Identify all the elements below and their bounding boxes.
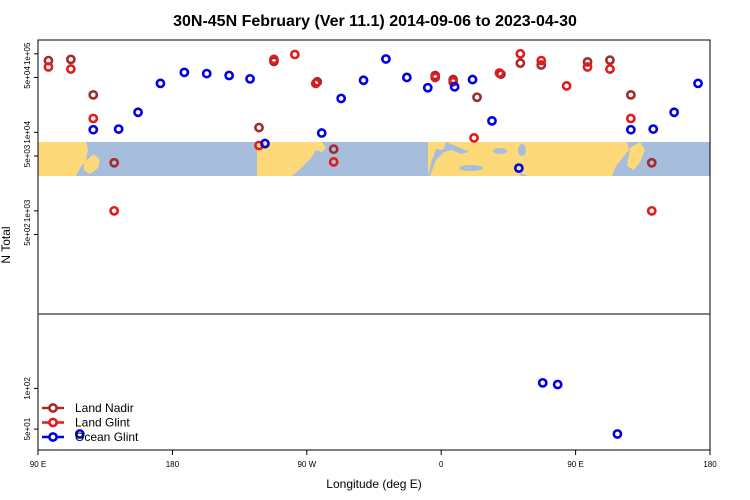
- land-glint-point: [310, 78, 321, 89]
- land-glint-point: [494, 68, 505, 78]
- x-tick-label: 0: [439, 460, 444, 469]
- y-tick-label: 5e+03: [23, 144, 32, 167]
- land-glint-point: [646, 205, 657, 216]
- upper-panel-points: [43, 48, 703, 216]
- ocean-glint-point: [316, 128, 327, 138]
- ocean-glint-point: [401, 72, 412, 83]
- x-tick-label: 90 W: [297, 460, 316, 469]
- plot-frame: [37, 39, 711, 451]
- mediterranean-sea: [459, 165, 483, 171]
- land-glint-point: [328, 157, 339, 167]
- land-nadir-point: [88, 89, 99, 100]
- world-map-band: [38, 142, 710, 176]
- y-tick-label: 1e+03: [23, 199, 32, 222]
- y-tick-label: 1e+05: [23, 42, 32, 65]
- ocean-glint-point: [513, 163, 524, 174]
- land-nadir-point: [582, 56, 593, 67]
- ocean-glint-point: [381, 54, 391, 64]
- land-glint-point: [582, 62, 593, 72]
- ocean-glint-lower-panel-point: [74, 429, 85, 439]
- legend-label-ocean-glint: Ocean Glint: [75, 430, 139, 444]
- land-nadir-point: [515, 58, 526, 69]
- ocean-glint-point: [648, 124, 659, 134]
- land-nadir-point: [646, 157, 657, 168]
- ocean-glint-point: [467, 74, 478, 85]
- x-axis: 90 E 180 90 W 0 90 E 180: [30, 450, 717, 469]
- x-tick-label: 90 E: [567, 460, 583, 469]
- legend-marker-ocean-glint: [48, 432, 58, 442]
- ocean-glint-point: [358, 75, 369, 86]
- ocean-glint-point: [260, 138, 270, 149]
- legend-marker-land-glint: [48, 417, 58, 428]
- land-nadir-point: [254, 122, 264, 133]
- ocean-glint-point: [88, 124, 99, 135]
- ocean-glint-lower-panel-point: [612, 429, 623, 439]
- ocean-glint-point: [422, 82, 433, 93]
- black-sea: [493, 148, 507, 154]
- land-glint-point: [430, 72, 441, 83]
- land-glint-point: [269, 54, 279, 65]
- ocean-glint-point: [693, 78, 703, 89]
- ocean-glint-point: [245, 73, 255, 84]
- x-tick-label: 180: [703, 460, 717, 469]
- x-tick-label: 90 E: [30, 460, 46, 469]
- land-glint-point: [43, 62, 54, 72]
- land-nadir-point: [328, 144, 339, 155]
- y-tick-label: 5e+01: [23, 417, 32, 440]
- ocean-glint-point: [155, 78, 166, 89]
- land-nadir-point: [65, 54, 76, 65]
- land-glint-point: [289, 49, 300, 60]
- land-nadir-point: [625, 89, 636, 100]
- ocean-glint-point: [201, 68, 212, 79]
- y-axis-label: N Total: [0, 226, 13, 263]
- lower-panel-points: [74, 377, 623, 439]
- land-nadir-point: [605, 55, 615, 66]
- ocean-glint-point: [133, 107, 143, 118]
- ocean-glint-point: [449, 81, 460, 92]
- x-axis-label: Longitude (deg E): [326, 477, 421, 491]
- legend-label-land-glint: Land Glint: [75, 416, 130, 430]
- land-glint-point: [88, 113, 99, 124]
- land-nadir-point: [109, 157, 120, 168]
- land-nadir-point: [536, 60, 547, 70]
- ocean-glint-point: [669, 107, 680, 118]
- ocean-glint-lower-panel-point: [552, 379, 563, 390]
- ocean-glint-lower-panel-point: [537, 377, 548, 388]
- x-tick-label: 180: [166, 460, 180, 469]
- land-nadir-point: [472, 92, 482, 103]
- ocean-glint-point: [625, 124, 636, 135]
- ocean-glint-point: [113, 124, 124, 134]
- ocean-glint-point: [487, 115, 497, 126]
- land-glint-point: [605, 64, 615, 74]
- land-glint-point: [536, 55, 547, 66]
- ocean-glint-point: [336, 93, 347, 104]
- land-glint-point: [561, 81, 572, 91]
- legend-label-land-nadir: Land Nadir: [75, 401, 134, 415]
- legend-marker-land-nadir: [48, 403, 58, 413]
- chart-title: 30N-45N February (Ver 11.1) 2014-09-06 t…: [173, 13, 577, 30]
- ocean-glint-point: [179, 67, 190, 78]
- caspian-sea: [518, 144, 526, 156]
- ocean-glint-point: [224, 70, 235, 81]
- y-tick-label: 1e+04: [23, 121, 32, 144]
- land-glint-point: [469, 132, 479, 143]
- y-tick-label: 5e+02: [23, 223, 32, 246]
- y-tick-label: 1e+02: [23, 377, 32, 400]
- land-glint-point: [625, 113, 636, 124]
- y-tick-label: 5e+04: [23, 66, 32, 89]
- land-glint-point: [109, 205, 120, 216]
- land-glint-point: [448, 76, 459, 87]
- land-glint-point: [515, 48, 526, 59]
- land-glint-point: [65, 64, 76, 74]
